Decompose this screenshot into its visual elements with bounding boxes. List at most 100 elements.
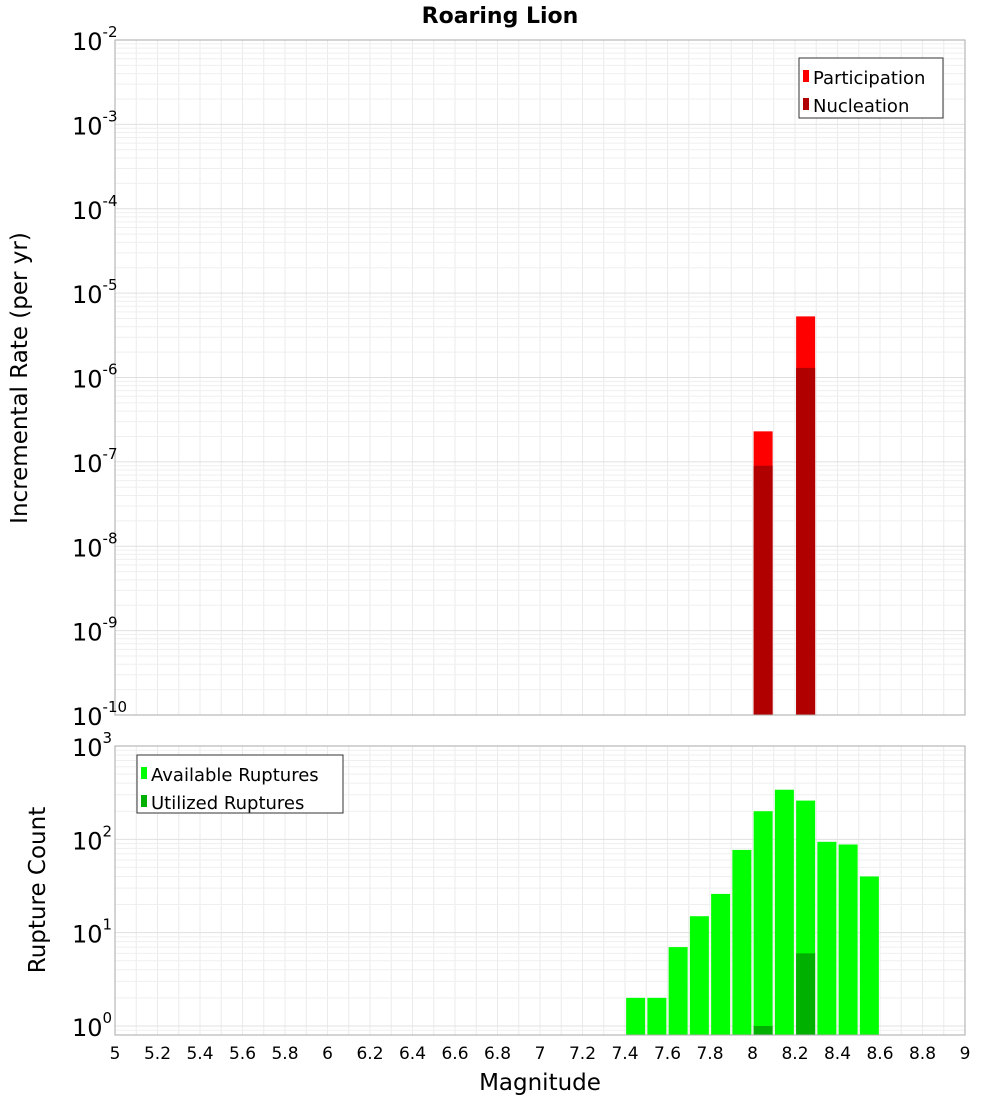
bottom-bar-utilized-ruptures <box>796 953 816 1035</box>
x-tick-label: 7.6 <box>654 1044 681 1064</box>
legend-label: Available Ruptures <box>151 765 319 786</box>
legend-label: Participation <box>813 68 925 89</box>
x-tick-label: 5 <box>110 1044 121 1064</box>
top-bar-nucleation <box>796 367 816 715</box>
y-tick-exponent: 3 <box>103 729 113 747</box>
legend-label: Utilized Ruptures <box>151 793 304 814</box>
x-tick-label: 8.8 <box>909 1044 936 1064</box>
bottom-bar-available-ruptures <box>668 947 688 1035</box>
legend-swatch <box>803 98 809 110</box>
x-tick-label: 6.2 <box>356 1044 383 1064</box>
legend-box <box>798 57 944 119</box>
bottom-bars <box>626 789 879 1035</box>
y-tick-base: 10 <box>72 197 103 225</box>
y-tick-exponent: 2 <box>103 822 113 840</box>
y-tick-base: 10 <box>72 281 103 309</box>
y-tick-exponent: -5 <box>103 276 118 294</box>
y-tick-base: 10 <box>72 534 103 562</box>
y-tick-base: 10 <box>72 366 103 394</box>
x-tick-label: 8 <box>747 1044 758 1064</box>
x-tick-label: 5.6 <box>229 1044 256 1064</box>
y-tick-label: 100 <box>72 1009 112 1042</box>
y-tick-base: 10 <box>72 28 103 56</box>
bottom-bar-available-ruptures <box>774 789 794 1035</box>
x-tick-label: 9 <box>960 1044 971 1064</box>
bottom-bar-available-ruptures <box>711 893 731 1035</box>
y-tick-exponent: -4 <box>103 192 118 210</box>
y-tick-label: 101 <box>72 916 112 949</box>
y-tick-exponent: -6 <box>103 361 118 379</box>
y-tick-exponent: -10 <box>103 698 128 716</box>
top-legend: Participation Nucleation <box>798 57 944 119</box>
x-axis-title: Magnitude <box>479 1070 601 1096</box>
y-tick-label: 10-2 <box>72 23 118 56</box>
x-tick-label: 8.4 <box>824 1044 851 1064</box>
bottom-legend: Available Ruptures Utilized Ruptures <box>136 754 344 814</box>
bottom-plot-border <box>114 745 966 1036</box>
y-tick-exponent: -9 <box>103 614 118 632</box>
bottom-bar-available-ruptures <box>732 849 752 1035</box>
y-tick-base: 10 <box>72 734 103 762</box>
y-tick-label: 10-3 <box>72 107 118 140</box>
bottom-y-axis-title: Rupture Count <box>25 807 51 973</box>
y-tick-label: 10-7 <box>72 445 118 478</box>
y-tick-base: 10 <box>72 703 103 731</box>
x-ticks: 5 5.2 5.4 5.6 5.8 6 6.2 6.4 6.6 6.8 7 7.2 7.4 7.6 7.8 8… <box>110 1044 971 1064</box>
bottom-bar-available-ruptures <box>817 841 837 1035</box>
y-tick-base: 10 <box>72 827 103 855</box>
top-grid <box>114 39 966 716</box>
bottom-bar-available-ruptures <box>689 916 709 1035</box>
y-tick-exponent: -8 <box>103 529 118 547</box>
y-tick-label: 10-8 <box>72 529 118 562</box>
bottom-bar-available-ruptures <box>753 811 773 1035</box>
x-tick-label: 5.8 <box>271 1044 298 1064</box>
y-tick-base: 10 <box>72 921 103 949</box>
x-tick-label: 5.4 <box>186 1044 213 1064</box>
legend-box <box>136 754 344 814</box>
y-tick-base: 10 <box>72 112 103 140</box>
y-tick-label: 10-9 <box>72 614 118 647</box>
y-tick-exponent: 0 <box>103 1009 113 1027</box>
legend-swatch <box>141 795 147 807</box>
top-y-axis-title: Incremental Rate (per yr) <box>7 232 33 524</box>
x-tick-label: 7.4 <box>611 1044 638 1064</box>
bottom-bar-utilized-ruptures <box>753 1025 773 1035</box>
x-tick-label: 7.2 <box>569 1044 596 1064</box>
top-bar-nucleation <box>753 465 773 715</box>
y-tick-exponent: 1 <box>103 916 113 934</box>
y-tick-label: 10-10 <box>72 698 127 731</box>
y-tick-exponent: -2 <box>103 23 118 41</box>
x-tick-label: 6.8 <box>484 1044 511 1064</box>
bottom-bar-available-ruptures <box>838 844 858 1035</box>
chart-title: Roaring Lion <box>422 4 579 29</box>
y-tick-base: 10 <box>72 619 103 647</box>
legend-label: Nucleation <box>813 96 909 117</box>
bottom-bar-available-ruptures <box>647 997 667 1035</box>
x-tick-label: 8.6 <box>866 1044 893 1064</box>
x-tick-label: 6 <box>322 1044 333 1064</box>
x-tick-label: 7 <box>535 1044 546 1064</box>
x-tick-label: 5.2 <box>144 1044 171 1064</box>
y-tick-exponent: -7 <box>103 445 118 463</box>
y-tick-label: 10-5 <box>72 276 118 309</box>
bottom-bar-available-ruptures <box>626 997 646 1035</box>
x-tick-label: 8.2 <box>781 1044 808 1064</box>
legend-swatch <box>141 767 147 779</box>
legend-swatch <box>803 70 809 82</box>
top-bars <box>753 316 816 715</box>
y-tick-label: 10-4 <box>72 192 118 225</box>
x-tick-label: 6.4 <box>399 1044 426 1064</box>
y-tick-exponent: -3 <box>103 107 118 125</box>
x-tick-label: 7.8 <box>696 1044 723 1064</box>
y-tick-base: 10 <box>72 1014 103 1042</box>
y-tick-base: 10 <box>72 450 103 478</box>
top-plot-border <box>114 39 966 716</box>
y-tick-label: 10-6 <box>72 361 118 394</box>
y-tick-label: 103 <box>72 729 112 762</box>
bottom-bar-available-ruptures <box>859 876 879 1035</box>
